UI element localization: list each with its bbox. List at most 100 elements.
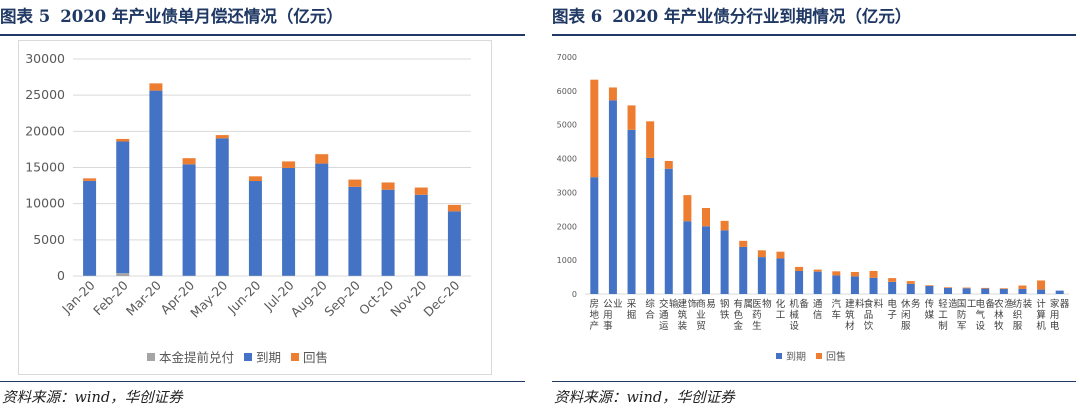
bar-putback — [282, 161, 296, 168]
figure-5-panel: 图表 5 2020 年产业债单月偿还情况（亿元） 0 5000 10000 15000 2… — [0, 0, 530, 416]
bar-putback — [925, 285, 934, 286]
x-tick-char: 饮 — [864, 320, 874, 332]
x-tick-char: 器 — [1060, 299, 1070, 310]
x-tick-char: 服 — [901, 321, 911, 332]
figure-6-title-text: 2020 年产业债分行业到期情况（亿元） — [612, 7, 912, 26]
x-tick-char: 工 — [938, 310, 948, 321]
bar-maturity — [832, 275, 841, 294]
y-tick-label: 15000 — [25, 160, 65, 175]
legend-label: 回售 — [826, 352, 846, 363]
x-tick-char: 军 — [957, 321, 967, 332]
bar-putback — [962, 287, 971, 289]
bar-putback — [348, 179, 362, 187]
figure-5-number: 图表 5 — [0, 7, 51, 26]
bar-maturity — [282, 167, 296, 276]
x-tick-char: 综 — [645, 298, 655, 310]
x-tick-char: 传 — [925, 298, 935, 310]
x-tick-char: 交 — [659, 298, 669, 310]
bar-maturity — [627, 129, 636, 294]
x-tick-char: 装 — [1023, 298, 1033, 310]
x-tick-char: 机 — [1036, 320, 1046, 332]
x-tick-char: 工 — [967, 299, 977, 310]
x-tick-label: 电子 — [887, 298, 897, 321]
bar-putback — [116, 138, 130, 142]
figure-6-panel: 图表 6 2020 年产业债分行业到期情况（亿元） 0 1000 2000 3000 40… — [552, 0, 1080, 416]
y-tick-label: 1000 — [557, 256, 577, 265]
x-tick-char: 化 — [776, 298, 786, 310]
bar-putback — [944, 287, 952, 288]
bar-maturity — [590, 177, 599, 294]
x-tick-char: 铁 — [720, 309, 730, 321]
bar-putback — [83, 178, 97, 181]
bar-maturity — [149, 90, 163, 276]
x-tick-char: 械 — [789, 309, 799, 321]
legend-label: 本金提前兑付 — [159, 350, 235, 365]
x-tick-char: 纺 — [1013, 298, 1023, 310]
x-tick-char: 闲 — [901, 310, 911, 321]
bar-putback — [215, 135, 229, 139]
x-tick-label: 计算机 — [1036, 298, 1046, 332]
bar-maturity — [447, 211, 461, 276]
figure-5-bottom-rule — [0, 381, 525, 382]
x-tick-char: 事 — [603, 320, 613, 332]
bar-putback — [702, 208, 710, 227]
x-tick-char: 业 — [696, 310, 706, 321]
x-tick-char: 公 — [603, 299, 613, 310]
x-tick-label: 采掘 — [627, 299, 637, 321]
x-tick-char: 业 — [613, 299, 623, 310]
y-tick-label: 25000 — [25, 87, 65, 102]
bar-maturity — [702, 226, 710, 294]
x-tick-char: 饰 — [688, 298, 698, 310]
x-tick-label: Aug-20 — [288, 277, 330, 319]
bar-putback — [315, 154, 329, 164]
x-tick-char: 贸 — [696, 320, 706, 332]
y-tick-label: 30000 — [25, 51, 65, 66]
x-tick-char: 合 — [645, 309, 655, 321]
x-tick-char: 轻 — [938, 298, 948, 310]
x-tick-char: 电 — [1050, 320, 1060, 332]
figure-6-source: 资料来源：wind，华创证券 — [554, 390, 735, 406]
bar-putback — [608, 87, 617, 101]
legend-label: 到期 — [256, 350, 282, 365]
bar-maturity — [869, 277, 878, 294]
bar-maturity — [720, 230, 729, 294]
x-tick-char: 筑 — [678, 309, 688, 321]
bar-maturity — [925, 285, 934, 294]
x-tick-label: Dec-20 — [420, 277, 462, 319]
x-tick-char: 地 — [590, 309, 600, 321]
x-tick-char: 建 — [678, 298, 688, 310]
legend-item-maturity: 到期 — [244, 347, 281, 366]
x-tick-char: 车 — [832, 309, 842, 321]
x-tick-char: 金 — [733, 320, 743, 332]
bar-putback — [869, 270, 878, 278]
x-tick-char: 用 — [1050, 310, 1060, 321]
x-tick-char: 药 — [752, 310, 762, 321]
x-tick-char: 国 — [957, 299, 967, 310]
figure-5-title: 图表 5 2020 年产业债单月偿还情况（亿元） — [0, 4, 353, 30]
bar-prepay — [116, 273, 130, 276]
x-tick-char: 建 — [845, 298, 855, 310]
x-tick-label: May-20 — [187, 277, 230, 320]
bar-putback — [414, 187, 428, 195]
x-tick-char: 设 — [975, 321, 985, 332]
x-tick-char: 工 — [776, 310, 786, 321]
bar-putback — [1037, 280, 1046, 290]
bar-putback — [248, 176, 262, 182]
y-tick-label: 0 — [57, 268, 65, 283]
x-tick-char: 设 — [789, 321, 799, 332]
monthly-repayment-chart: 0 5000 10000 15000 20000 25000 30000 Jan-20Feb-… — [25, 51, 471, 321]
x-tick-char: 料 — [855, 298, 865, 310]
x-tick-label: Jan-20 — [58, 277, 97, 316]
y-tick-label: 3000 — [557, 188, 577, 197]
x-tick-char: 媒 — [925, 309, 935, 321]
legend-item-maturity: 到期 — [776, 348, 806, 363]
x-tick-char: 装 — [678, 320, 688, 332]
figure-5-title-rule — [0, 34, 525, 36]
bar-maturity — [906, 283, 915, 294]
x-tick-char: 信 — [813, 309, 823, 321]
